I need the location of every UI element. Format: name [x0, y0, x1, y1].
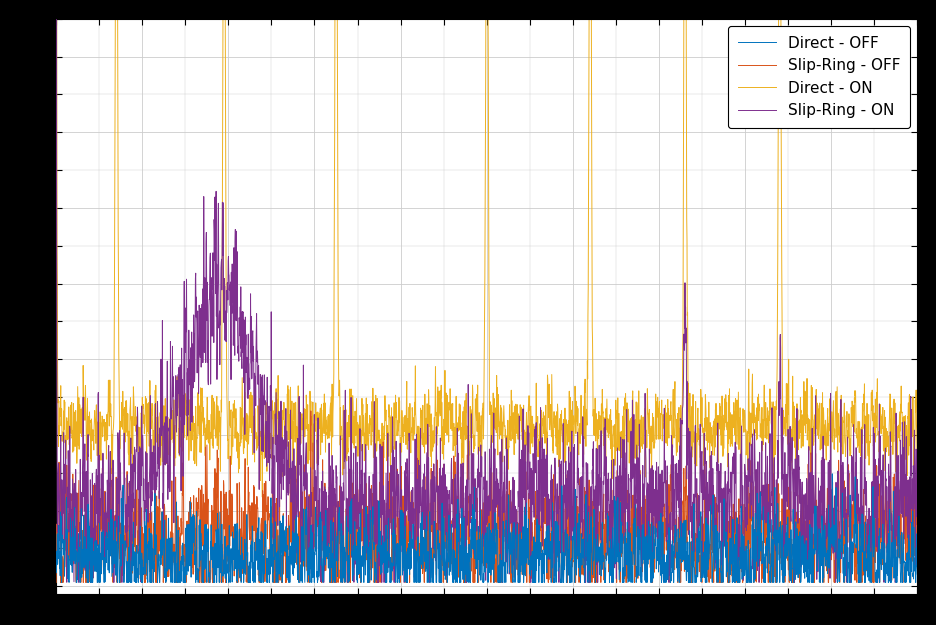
Direct - ON — [418, 429, 430, 437]
Direct - ON — [912, 458, 923, 466]
Slip-Ring - ON — [912, 503, 923, 511]
Slip-Ring - OFF — [381, 514, 392, 522]
Slip-Ring - OFF — [418, 559, 430, 566]
Slip-Ring - ON — [802, 502, 813, 509]
Direct - ON — [895, 401, 906, 408]
Direct - OFF — [826, 470, 838, 478]
Slip-Ring - OFF — [200, 443, 212, 451]
Slip-Ring - ON — [418, 470, 430, 478]
Slip-Ring - ON — [149, 450, 160, 458]
Line: Direct - ON: Direct - ON — [56, 0, 917, 497]
Direct - OFF — [381, 579, 392, 586]
Slip-Ring - ON — [73, 579, 84, 586]
Line: Direct - OFF: Direct - OFF — [56, 474, 917, 582]
Direct - ON — [381, 449, 392, 456]
Direct - ON — [802, 418, 813, 425]
Direct - OFF — [896, 579, 907, 586]
Direct - ON — [149, 401, 160, 409]
Slip-Ring - ON — [200, 359, 212, 366]
Slip-Ring - OFF — [305, 407, 316, 414]
Direct - OFF — [200, 564, 212, 572]
Slip-Ring - OFF — [912, 564, 923, 572]
Direct - OFF — [56, 579, 67, 586]
Line: Slip-Ring - ON: Slip-Ring - ON — [56, 0, 917, 582]
Direct - ON — [200, 438, 212, 445]
Slip-Ring - ON — [895, 491, 906, 498]
Slip-Ring - OFF — [802, 528, 813, 536]
Direct - OFF — [418, 548, 430, 556]
Line: Slip-Ring - OFF: Slip-Ring - OFF — [56, 411, 917, 582]
Slip-Ring - OFF — [149, 558, 160, 565]
Legend: Direct - OFF, Slip-Ring - OFF, Direct - ON, Slip-Ring - ON: Direct - OFF, Slip-Ring - OFF, Direct - … — [728, 26, 910, 127]
Slip-Ring - ON — [381, 531, 392, 538]
Direct - OFF — [912, 571, 923, 578]
Direct - OFF — [51, 548, 62, 555]
Direct - ON — [256, 493, 268, 501]
Direct - OFF — [149, 541, 160, 548]
Slip-Ring - OFF — [895, 558, 906, 565]
Direct - OFF — [802, 579, 813, 586]
Slip-Ring - OFF — [51, 579, 62, 586]
